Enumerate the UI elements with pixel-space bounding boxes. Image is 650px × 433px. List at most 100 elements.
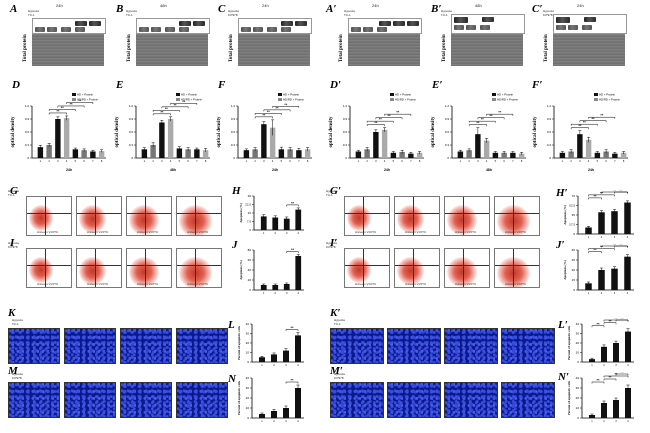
y-tick-label: 0 (447, 156, 449, 160)
y-tick-label: 40 (576, 322, 580, 326)
category-label: 1 (591, 363, 593, 367)
density-chart-d-prime: 0 0.3 0.6 0.9 1.2 optical density 1 2 3 4 5 6 7 8 ** **… (328, 92, 428, 172)
apoptotic-cells-chart-l: 0 10 20 30 40 Percent of apoptotic cells 1 2 3 4 *… (236, 318, 308, 372)
flow-x-axis-label: Annexin V-FITC (505, 230, 527, 234)
panel-label-l-prime: L′ (558, 319, 568, 331)
bar (625, 388, 631, 418)
legend-swatch (390, 93, 394, 96)
y-axis-title: optical density (431, 116, 436, 147)
quadrant-gate (127, 213, 171, 214)
significance-marker: ** (374, 120, 378, 125)
fluorescence-micrograph (176, 328, 228, 364)
y-tick-label: 0 (249, 288, 251, 292)
bar (589, 415, 595, 418)
cell-population (79, 257, 106, 285)
category-label: 4 (272, 159, 274, 163)
category-label: 2 (254, 159, 256, 163)
bar (260, 216, 267, 230)
category-label: 6 (401, 159, 403, 163)
cell-population (397, 205, 424, 233)
fluorescence-micrograph (330, 328, 384, 364)
panel-label-g: G (10, 185, 18, 197)
bar (408, 153, 414, 158)
bar (272, 285, 279, 290)
significance-marker: ** (69, 101, 73, 106)
category-label: 4 (627, 419, 629, 423)
significance-marker: ** (160, 109, 164, 114)
flow-cytometry-plot: Annexin V-FITC (126, 248, 172, 288)
significance-bracket (588, 116, 616, 119)
significance-bracket (286, 204, 299, 207)
quadrant-gate (195, 249, 196, 287)
y-tick-label: 40 (246, 322, 250, 326)
bar (296, 150, 302, 158)
category-label: 6 (289, 159, 291, 163)
flow-x-axis-label: Annexin V-FITC (405, 230, 427, 234)
quadrant-gate (77, 265, 121, 266)
western-blot (348, 18, 422, 34)
y-tick-label: 1.2 (25, 104, 30, 108)
significance-bracket (285, 381, 299, 384)
bar (598, 212, 605, 234)
category-label: 3 (285, 363, 287, 367)
bar (568, 151, 574, 158)
total-protein-membrane (136, 34, 208, 66)
panel-label-c: C (218, 3, 226, 15)
bar (364, 149, 370, 158)
fluorescence-micrograph (176, 382, 228, 418)
category-label: 8 (101, 159, 103, 163)
flow-cytometry-plot: Annexin V-FITC (444, 196, 490, 236)
y-tick-label: 0 (247, 360, 249, 364)
bar (611, 268, 618, 290)
y-tick-label: 30 (572, 268, 576, 272)
bar (620, 152, 627, 158)
bar (37, 147, 44, 158)
quadrant-gate (363, 249, 364, 287)
y-tick-label: 20 (246, 341, 250, 345)
bar (194, 149, 200, 158)
significance-bracket (468, 120, 496, 123)
row-label-ki: KI7978 (228, 13, 238, 17)
category-label: 2 (152, 159, 154, 163)
category-label: 4 (66, 159, 68, 163)
significance-bracket (614, 191, 628, 194)
category-label: 3 (614, 291, 616, 295)
total-protein-label: Total protein (544, 34, 549, 62)
density-chart-f-prime: 0 0.3 0.6 0.9 1.2 optical density 1 2 3 4 5 6 7 8 ** **… (532, 92, 632, 172)
category-label: 8 (205, 159, 207, 163)
x-axis-title: 24h (588, 168, 594, 172)
category-label: 1 (591, 419, 593, 423)
blot-panel-b: 48h Hypoxia TC-1 Total protein (124, 4, 210, 68)
bar (492, 152, 499, 158)
category-label: 2 (601, 235, 603, 239)
category-label: 1 (261, 419, 263, 423)
cell-population (129, 205, 159, 235)
significance-bracket (588, 248, 615, 251)
significance-bracket (286, 251, 299, 253)
total-protein-label: Total protein (442, 34, 447, 62)
y-tick-label: 35 (572, 213, 576, 217)
category-label: 4 (486, 159, 488, 163)
bar (624, 202, 631, 234)
significance-marker: ** (291, 247, 295, 252)
total-protein-membrane (238, 34, 310, 66)
panel-label-b-prime: B′ (431, 3, 442, 15)
bar (381, 129, 388, 158)
significance-marker: ** (165, 106, 169, 111)
significance-bracket (254, 116, 273, 119)
flow-cytometry-plot: Annexin V-FITC (444, 248, 490, 288)
bar (150, 145, 156, 158)
category-label: 8 (623, 159, 625, 163)
bar (63, 118, 70, 158)
significance-marker: ** (290, 378, 294, 383)
category-label: 6 (605, 159, 607, 163)
flow-cytometry-plot: Annexin V-FITC (394, 248, 440, 288)
legend-label: HD/RD + Protein (497, 98, 518, 102)
category-label: 2 (468, 159, 470, 163)
quadrant-gate (95, 249, 96, 287)
category-label: 7 (614, 159, 616, 163)
flow-cytometry-plot: Annexin V-FITC (394, 196, 440, 236)
y-tick-label: 40 (246, 376, 250, 380)
category-label: 5 (597, 159, 599, 163)
panel-label-d-prime: D′ (330, 79, 342, 91)
